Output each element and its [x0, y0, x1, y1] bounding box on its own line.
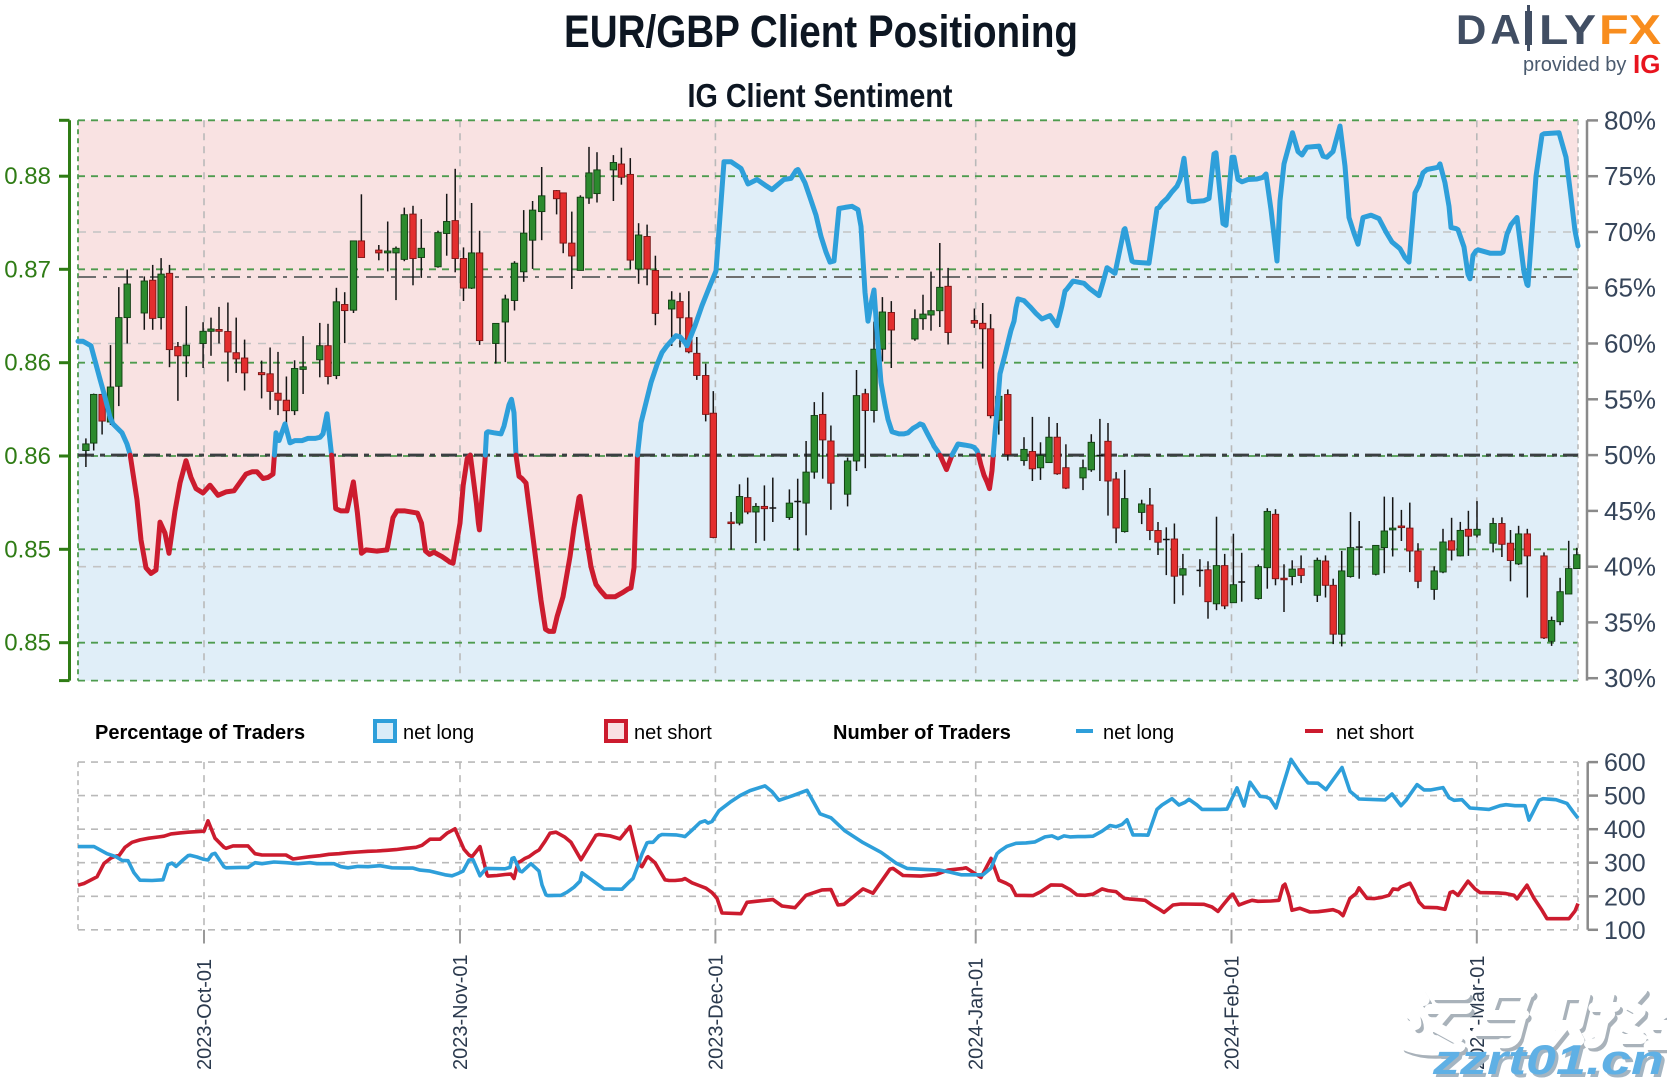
svg-text:80%: 80% [1604, 105, 1656, 135]
svg-text:Number of Traders: Number of Traders [833, 722, 1011, 744]
svg-text:2023-Dec-01: 2023-Dec-01 [705, 954, 727, 1070]
svg-text:FX: FX [1599, 6, 1661, 53]
svg-text:DA: DA [1456, 6, 1525, 53]
svg-text:35%: 35% [1604, 607, 1656, 637]
svg-text:2023-Oct-01: 2023-Oct-01 [194, 959, 216, 1070]
svg-text:zzrt01.cn: zzrt01.cn [1435, 1039, 1667, 1082]
svg-text:0.86: 0.86 [4, 350, 51, 377]
svg-text:provided by: provided by [1523, 54, 1626, 76]
svg-text:45%: 45% [1604, 496, 1656, 526]
svg-text:0.85: 0.85 [4, 630, 51, 657]
svg-text:EUR/GBP Client Positioning: EUR/GBP Client Positioning [564, 6, 1078, 57]
svg-text:0.87: 0.87 [4, 256, 51, 283]
svg-text:net long: net long [1103, 722, 1174, 744]
svg-text:net short: net short [1336, 722, 1414, 744]
svg-text:2023-Nov-01: 2023-Nov-01 [450, 954, 472, 1070]
svg-text:net long: net long [403, 722, 474, 744]
svg-text:60%: 60% [1604, 329, 1656, 359]
svg-text:net short: net short [634, 722, 712, 744]
svg-text:400: 400 [1604, 816, 1646, 844]
svg-text:100: 100 [1604, 917, 1646, 945]
svg-text:500: 500 [1604, 783, 1646, 811]
svg-text:zzrt01.cn: zzrt01.cn [1432, 1036, 1664, 1082]
svg-text:40%: 40% [1604, 552, 1656, 582]
svg-text:50%: 50% [1604, 440, 1656, 470]
svg-text:2024-Jan-01: 2024-Jan-01 [966, 958, 988, 1070]
svg-text:0.88: 0.88 [4, 163, 51, 190]
svg-text:75%: 75% [1604, 161, 1656, 191]
svg-text:0.85: 0.85 [4, 536, 51, 563]
svg-text:55%: 55% [1604, 384, 1656, 414]
svg-text:0.86: 0.86 [4, 443, 51, 470]
svg-text:2024-Mar-01: 2024-Mar-01 [1467, 955, 1489, 1070]
svg-text:Percentage of Traders: Percentage of Traders [95, 722, 305, 744]
svg-text:30%: 30% [1604, 663, 1656, 693]
svg-text:LY: LY [1539, 6, 1596, 53]
svg-text:600: 600 [1604, 749, 1646, 777]
svg-text:65%: 65% [1604, 273, 1656, 303]
svg-text:2024-Feb-01: 2024-Feb-01 [1222, 955, 1244, 1070]
svg-text:IG: IG [1633, 49, 1660, 79]
svg-text:200: 200 [1604, 883, 1646, 911]
svg-text:70%: 70% [1604, 217, 1656, 247]
svg-text:300: 300 [1604, 850, 1646, 878]
svg-text:IG Client Sentiment: IG Client Sentiment [688, 77, 953, 114]
